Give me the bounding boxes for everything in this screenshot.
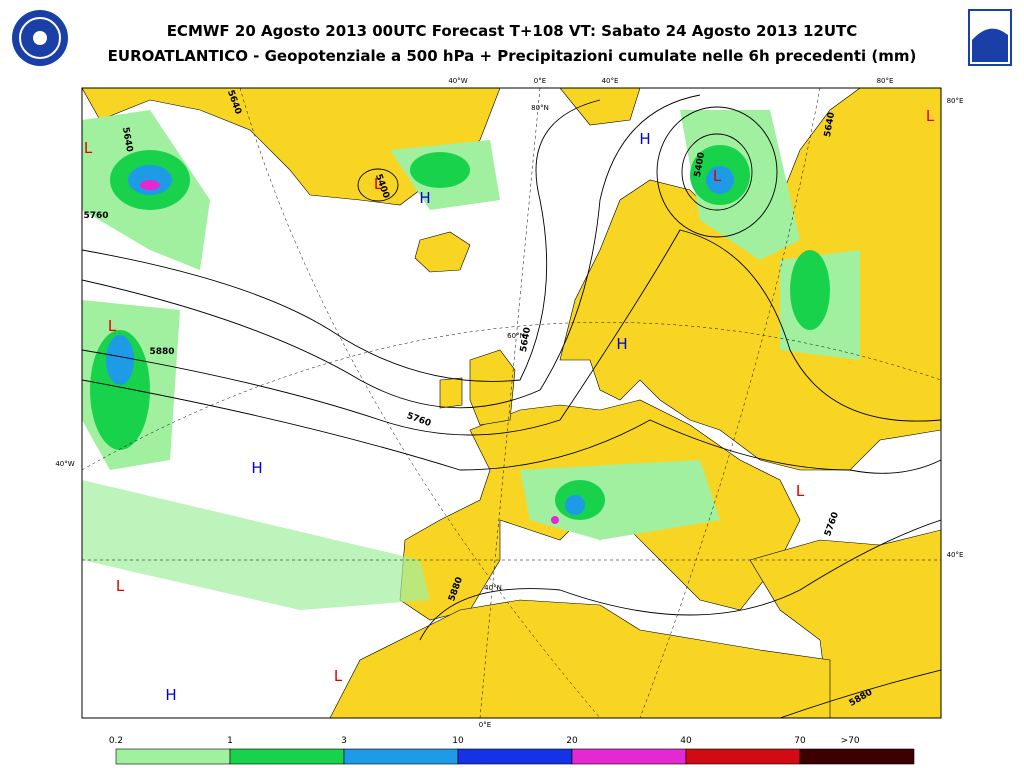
pressure-center: L xyxy=(713,167,722,185)
pressure-center: H xyxy=(639,130,650,148)
graticule-label: 80°E xyxy=(877,77,894,85)
legend-label: 1 xyxy=(227,736,233,746)
graticule-label: 80°E xyxy=(947,97,964,105)
graticule-label: 0°E xyxy=(479,721,491,729)
pressure-center: H xyxy=(251,459,262,477)
contour-label: 5400 xyxy=(693,151,707,177)
graticule-label: 40°W xyxy=(448,77,467,85)
pressure-center: L xyxy=(334,667,343,685)
pressure-center: L xyxy=(84,139,93,157)
contour-label: 5640 xyxy=(519,326,533,352)
precipitation-extreme xyxy=(140,180,559,524)
legend-swatch xyxy=(685,748,801,765)
legend-label: 70 xyxy=(794,736,806,746)
contour-label: 5880 xyxy=(149,347,174,357)
legend-swatch xyxy=(115,748,231,765)
graticule-label: 60°N xyxy=(507,332,525,340)
pressure-center: L xyxy=(796,482,805,500)
title: ECMWF 20 Agosto 2013 00UTC Forecast T+10… xyxy=(167,22,858,40)
legend-label: 40 xyxy=(680,736,692,746)
graticule xyxy=(82,88,941,718)
graticule-label: 40°E xyxy=(947,551,964,559)
graticule-label: 80°N xyxy=(531,104,549,112)
right-logo xyxy=(968,9,1012,66)
legend-swatch xyxy=(457,748,573,765)
legend-label: >70 xyxy=(841,736,860,746)
graticule-label: 40°W xyxy=(55,460,74,468)
pressure-center: H xyxy=(165,686,176,704)
contour-label: 5640 xyxy=(120,126,134,152)
graticule-label: 40°E xyxy=(602,77,619,85)
map-frame xyxy=(81,87,942,719)
legend-label: 0.2 xyxy=(109,736,123,746)
legend-swatch xyxy=(571,748,687,765)
legend-label: 3 xyxy=(341,736,347,746)
pressure-center: H xyxy=(616,335,627,353)
pressure-center: L xyxy=(374,175,383,193)
map xyxy=(81,87,942,719)
legend-label: 10 xyxy=(452,736,464,746)
pressure-center: H xyxy=(419,189,430,207)
graticule-label: 0°E xyxy=(534,77,546,85)
subtitle: EUROATLANTICO - Geopotenziale a 500 hPa … xyxy=(108,47,917,65)
contour-label: 5760 xyxy=(83,211,108,221)
pressure-center: L xyxy=(116,577,125,595)
left-logo xyxy=(12,10,68,66)
legend-swatch xyxy=(343,748,459,765)
contours xyxy=(82,94,941,718)
legend: 0.2 1 3 10 20 40 70 >70 xyxy=(109,736,915,765)
pressure-center: L xyxy=(926,107,935,125)
pressure-center: L xyxy=(108,317,117,335)
legend-swatch xyxy=(799,748,915,765)
legend-swatch xyxy=(229,748,345,765)
legend-label: 20 xyxy=(566,736,578,746)
contour-label: 5640 xyxy=(823,111,837,137)
graticule-label: 40°N xyxy=(484,584,502,592)
